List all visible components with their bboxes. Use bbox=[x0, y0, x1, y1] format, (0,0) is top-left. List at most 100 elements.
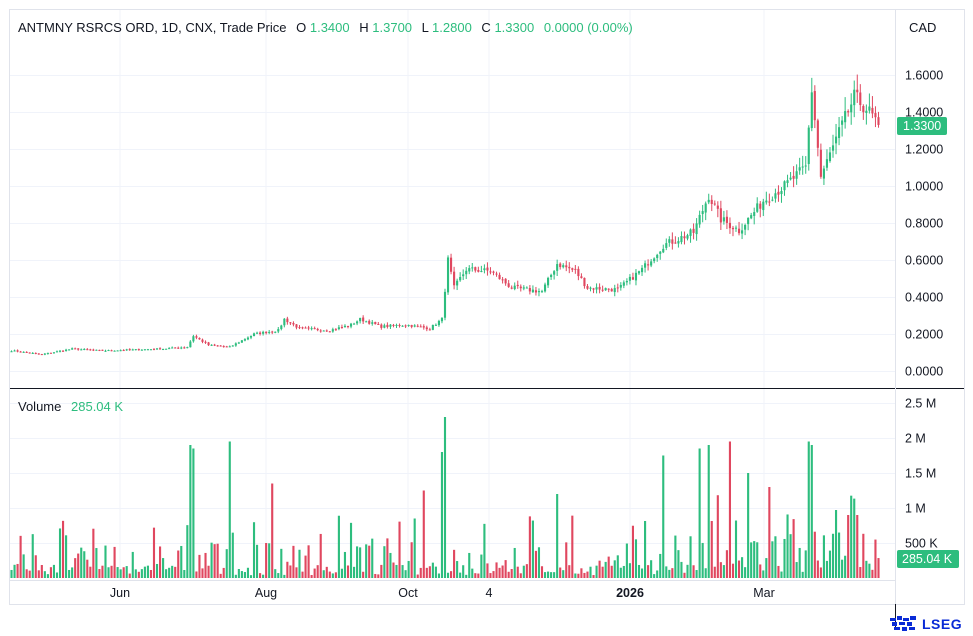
candle-body bbox=[628, 276, 631, 281]
volume-bar bbox=[780, 571, 783, 578]
volume-bar bbox=[107, 567, 110, 578]
candle bbox=[689, 228, 692, 243]
candle bbox=[528, 285, 531, 295]
candle-body bbox=[704, 203, 707, 213]
volume-bar bbox=[531, 520, 534, 578]
volume-bar bbox=[692, 565, 695, 578]
candle bbox=[80, 348, 83, 351]
volume-bar bbox=[456, 561, 459, 578]
volume-bar bbox=[795, 562, 798, 578]
volume-bar bbox=[537, 547, 541, 578]
volume-bar bbox=[574, 573, 577, 578]
volume-bar bbox=[671, 568, 674, 578]
volume-bar bbox=[307, 545, 310, 578]
candle bbox=[268, 329, 271, 335]
candle-body bbox=[540, 291, 544, 293]
candle bbox=[146, 348, 149, 351]
candle-body bbox=[122, 350, 125, 352]
candle bbox=[507, 280, 510, 288]
candle-body bbox=[125, 349, 128, 351]
volume-bar bbox=[731, 563, 735, 578]
candle-body bbox=[68, 349, 71, 351]
candle-body bbox=[437, 320, 440, 326]
volume-bar bbox=[677, 550, 680, 578]
candle-body bbox=[143, 349, 146, 351]
candle bbox=[550, 273, 553, 280]
candle bbox=[786, 174, 789, 188]
candle bbox=[692, 223, 695, 240]
volume-bar bbox=[446, 572, 450, 578]
volume-bar bbox=[628, 563, 631, 578]
candle-body bbox=[168, 348, 171, 350]
candle-body bbox=[252, 333, 256, 337]
volume-bar bbox=[134, 569, 137, 578]
candle-body bbox=[741, 230, 744, 234]
candle bbox=[744, 223, 747, 236]
candle-body bbox=[637, 271, 641, 274]
candle bbox=[401, 325, 404, 327]
candle-body bbox=[483, 268, 486, 271]
candle bbox=[580, 273, 583, 279]
volume-bar bbox=[562, 570, 565, 578]
candle bbox=[537, 288, 541, 297]
candle bbox=[22, 351, 25, 353]
candle bbox=[128, 348, 131, 351]
volume-bar bbox=[356, 546, 359, 578]
candle-body bbox=[434, 324, 437, 326]
volume-bar bbox=[431, 562, 434, 578]
volume-bar bbox=[640, 568, 644, 578]
volume-bar bbox=[831, 533, 835, 578]
volume-bar bbox=[189, 445, 192, 578]
candle-body bbox=[392, 324, 395, 326]
candle-body bbox=[374, 321, 377, 325]
price-tick-label: 1.2000 bbox=[905, 143, 943, 157]
candle-body bbox=[177, 347, 180, 349]
volume-bar bbox=[737, 560, 741, 578]
candle-body bbox=[568, 266, 571, 269]
candle bbox=[465, 267, 468, 280]
volume-tick-label: 1.5 M bbox=[905, 467, 936, 481]
candle bbox=[819, 143, 822, 179]
candle-body bbox=[522, 287, 525, 289]
volume-tick-label: 1 M bbox=[905, 502, 926, 516]
volume-bar bbox=[359, 547, 362, 578]
candle bbox=[610, 287, 613, 292]
volume-bar bbox=[822, 535, 825, 578]
volume-bar bbox=[734, 520, 738, 578]
volume-bar bbox=[686, 564, 689, 578]
candle-body bbox=[710, 199, 713, 205]
candle-body bbox=[865, 110, 868, 113]
candle-body bbox=[34, 353, 37, 355]
candle-body bbox=[383, 325, 386, 328]
volume-bar bbox=[180, 545, 183, 578]
candle-body bbox=[71, 348, 74, 350]
candle-body bbox=[662, 248, 665, 253]
candle bbox=[559, 262, 562, 270]
candle bbox=[165, 348, 168, 350]
volume-bar bbox=[201, 568, 204, 578]
candle bbox=[595, 283, 598, 294]
volume-bar bbox=[92, 528, 95, 578]
candle bbox=[198, 337, 201, 340]
candle-body bbox=[480, 270, 483, 272]
candle bbox=[307, 325, 310, 331]
candle bbox=[298, 325, 301, 330]
candle-body bbox=[862, 106, 865, 113]
candle-body bbox=[701, 211, 704, 215]
candle bbox=[231, 345, 234, 347]
volume-bar bbox=[398, 521, 401, 578]
candle-body bbox=[237, 342, 240, 344]
candle-body bbox=[395, 324, 398, 326]
candle-body bbox=[562, 265, 565, 268]
candle-body bbox=[28, 352, 31, 354]
candle-body bbox=[101, 349, 104, 351]
candle-body bbox=[16, 350, 19, 352]
candle-body bbox=[198, 337, 201, 340]
volume-bar bbox=[489, 573, 492, 578]
volume-bar bbox=[474, 573, 477, 578]
volume-bar bbox=[613, 560, 616, 578]
candle bbox=[34, 352, 37, 355]
volume-bar bbox=[644, 520, 647, 578]
candle bbox=[177, 346, 180, 350]
volume-bar bbox=[422, 490, 425, 578]
